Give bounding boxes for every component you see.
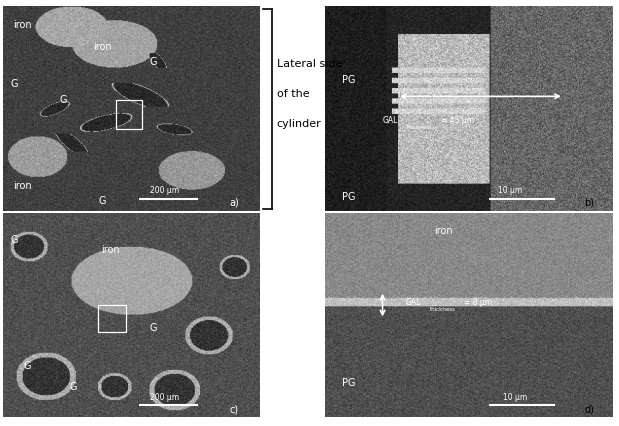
Text: iron: iron (14, 181, 32, 191)
Text: PG: PG (342, 192, 356, 201)
Text: iron: iron (14, 20, 32, 30)
Text: iron: iron (435, 226, 453, 236)
Text: thickness: thickness (430, 307, 456, 311)
Bar (116, 101, 142, 129)
Text: G: G (59, 95, 67, 106)
Text: G: G (11, 79, 19, 89)
Text: G: G (70, 382, 77, 392)
Text: a): a) (229, 198, 239, 208)
Text: iron: iron (93, 42, 111, 52)
Text: c): c) (229, 404, 238, 414)
Text: GAL: GAL (405, 299, 421, 308)
Text: 10 μm: 10 μm (498, 186, 522, 195)
Text: G: G (150, 322, 157, 333)
Text: PG: PG (342, 378, 356, 388)
Text: = 45 μm: = 45 μm (441, 116, 474, 125)
Text: 10 μm: 10 μm (503, 392, 527, 402)
Text: G: G (98, 196, 106, 206)
Text: iron: iron (101, 245, 119, 255)
Text: d): d) (584, 404, 594, 414)
Text: Lateral side: Lateral side (277, 59, 342, 69)
Text: 200 μm: 200 μm (150, 392, 179, 402)
Text: GAL: GAL (383, 116, 398, 125)
Text: thickness: thickness (407, 124, 433, 130)
Text: of the: of the (277, 89, 310, 99)
Text: b): b) (584, 198, 594, 208)
Text: cylinder: cylinder (277, 118, 321, 129)
Text: = 8 μm: = 8 μm (464, 299, 492, 308)
Bar (98, 305, 126, 331)
Text: G: G (150, 57, 157, 66)
Text: 200 μm: 200 μm (150, 186, 179, 195)
Text: PG: PG (342, 75, 356, 85)
Text: G: G (11, 235, 19, 245)
Text: G: G (24, 361, 31, 371)
